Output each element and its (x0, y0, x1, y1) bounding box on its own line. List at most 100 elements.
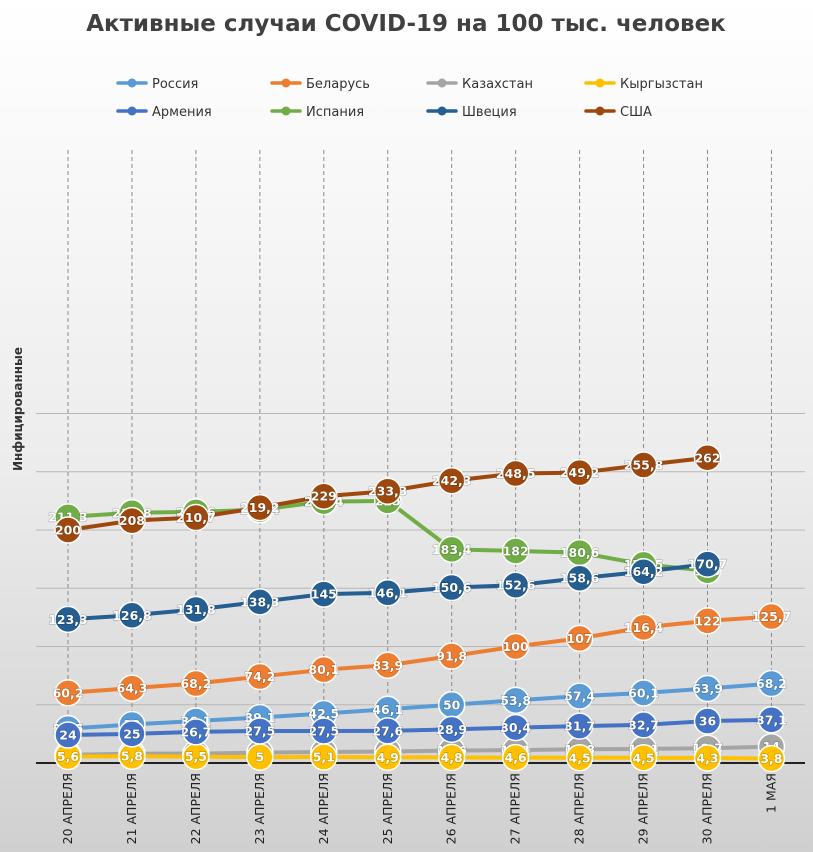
data-label: 200 (55, 523, 81, 538)
legend-swatch-marker (437, 106, 447, 116)
data-point (565, 458, 594, 487)
legend-item: Швеция (426, 105, 517, 120)
x-tick-label: 25 АПРЕЛЯ (380, 773, 395, 844)
data-label: 150,6 (432, 580, 472, 595)
data-point (501, 713, 530, 742)
legend-label: Испания (306, 105, 364, 120)
legend-label: Армения (152, 105, 212, 120)
data-point (54, 679, 82, 707)
data-label: 116,4 (624, 620, 664, 635)
data-point (501, 571, 530, 599)
data-label: 60,1 (628, 685, 659, 700)
legend-swatch-marker (281, 78, 291, 88)
data-point (565, 712, 594, 740)
data-label: 5,5 (185, 749, 207, 764)
data-point (501, 632, 530, 661)
legend-swatch-marker (127, 78, 137, 88)
data-label: 91,8 (436, 649, 467, 664)
data-point (310, 655, 338, 684)
legend-item: Казахстан (426, 77, 533, 92)
data-label: 4,5 (569, 750, 591, 765)
data-label: 4,9 (377, 750, 399, 765)
data-label: 138,3 (240, 594, 280, 609)
data-label: 208 (119, 513, 145, 528)
data-point (437, 466, 466, 495)
x-tick-label: 23 АПРЕЛЯ (252, 773, 267, 844)
data-label: 36 (699, 714, 717, 729)
x-tick-label: 24 АПРЕЛЯ (316, 773, 331, 844)
data-point (437, 573, 466, 602)
series-line (66, 614, 774, 695)
data-label: 53,8 (500, 693, 531, 708)
x-tick-label: 1 МАЯ (763, 773, 778, 813)
data-point (501, 459, 530, 488)
legend-item: Испания (270, 105, 364, 120)
data-point (310, 580, 338, 608)
legend-item: Армения (116, 105, 212, 120)
x-tick-label: 26 АПРЕЛЯ (444, 773, 459, 844)
data-label: 64,3 (117, 681, 148, 696)
data-label: 60,2 (53, 685, 84, 700)
data-point (118, 506, 146, 535)
data-label: 3,8 (760, 751, 782, 766)
data-label: 63,9 (692, 681, 723, 696)
legend-item: США (584, 105, 652, 120)
legend-item: Россия (116, 77, 198, 92)
data-label: 83,9 (372, 658, 403, 673)
data-label: 182 (503, 543, 529, 558)
data-label: 131,8 (176, 602, 216, 617)
data-label: 5 (255, 750, 264, 765)
data-point (437, 743, 466, 772)
data-point (693, 550, 722, 578)
data-markers: 29,53336,139,142,546,15053,857,460,163,9… (48, 444, 792, 773)
x-tick-label: 28 АПРЕЛЯ (572, 773, 587, 844)
data-point (693, 707, 722, 735)
legend-label: Кыргызстан (620, 77, 703, 92)
data-label: 28,9 (436, 722, 467, 737)
data-point (374, 477, 402, 505)
x-tick-label: 30 АПРЕЛЯ (700, 773, 715, 844)
legend-label: Казахстан (462, 77, 533, 92)
data-point (54, 605, 82, 634)
x-axis-ticks: 20 АПРЕЛЯ 21 АПРЕЛЯ 22 АПРЕЛЯ 23 АПРЕЛЯ 24 А… (60, 773, 778, 844)
category-guides (67, 150, 772, 763)
legend-label: Беларусь (306, 77, 370, 92)
data-label: 164,2 (624, 564, 664, 579)
data-point (629, 451, 658, 479)
data-label: 210,7 (176, 510, 216, 525)
legend-swatch-marker (595, 78, 605, 88)
data-point (501, 537, 530, 565)
data-label: 146,1 (368, 585, 408, 600)
data-label: 32,7 (628, 717, 659, 732)
data-point (246, 662, 274, 691)
data-point (246, 717, 274, 745)
data-label: 42,5 (308, 706, 339, 721)
data-point (693, 674, 722, 703)
data-point (629, 744, 658, 772)
legend-label: Швеция (462, 105, 517, 120)
data-point (182, 718, 210, 746)
data-label: 30,4 (500, 720, 531, 735)
data-label: 5,1 (313, 750, 335, 765)
data-label: 27,6 (372, 723, 403, 738)
data-point (501, 743, 530, 772)
data-label: 145 (311, 587, 337, 602)
data-point (374, 651, 402, 680)
data-label: 5,6 (57, 749, 79, 764)
data-point (757, 669, 786, 698)
data-point (54, 516, 82, 544)
data-label: 242,3 (432, 473, 472, 488)
data-point (565, 682, 594, 710)
data-point (629, 711, 658, 739)
data-point (246, 493, 274, 522)
legend-label: США (620, 105, 652, 120)
data-label: 180,6 (560, 545, 600, 560)
legend: Россия Беларусь Казахстан Кыргызстан Армения… (116, 77, 703, 120)
data-point (437, 535, 466, 564)
series-line (66, 744, 774, 757)
data-label: 4,5 (632, 750, 654, 765)
data-point (629, 679, 658, 707)
data-point (182, 503, 210, 532)
legend-label: Россия (152, 77, 198, 92)
data-point (54, 721, 82, 749)
